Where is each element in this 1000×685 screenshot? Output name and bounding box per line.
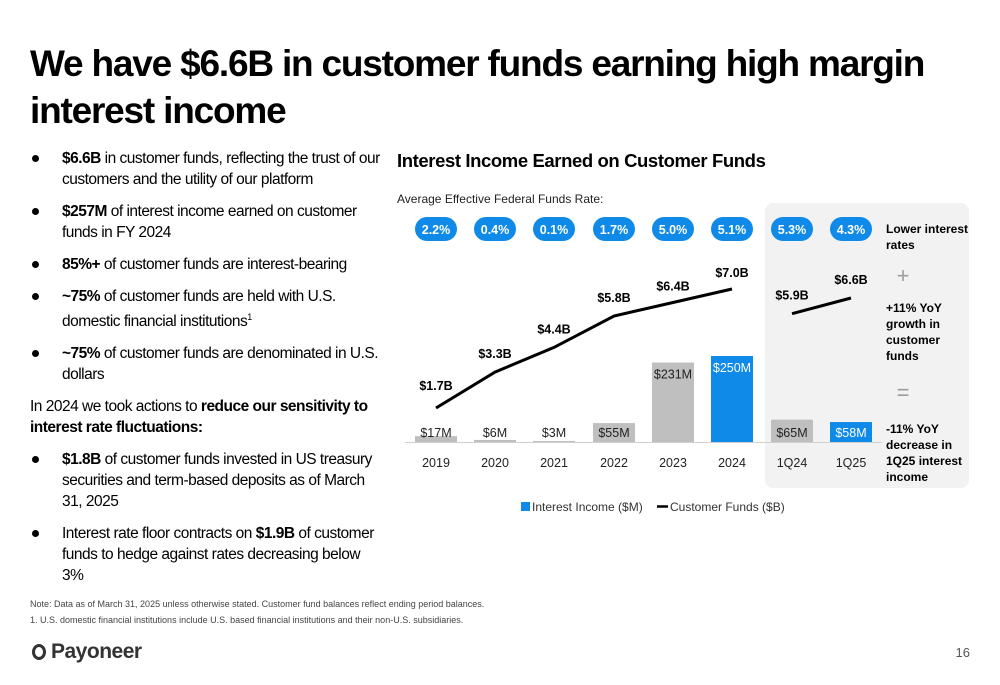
income-bar-label: $6M bbox=[483, 426, 507, 440]
legend-swatch-income bbox=[521, 502, 530, 511]
rate-pill-label: 4.3% bbox=[837, 223, 866, 237]
customer-funds-label: $4.4B bbox=[537, 322, 570, 336]
category-label: 2022 bbox=[600, 456, 628, 470]
rate-pill bbox=[652, 217, 694, 241]
bullet-item: Interest rate floor contracts on $1.9B o… bbox=[30, 523, 380, 586]
income-bar-label: $17M bbox=[420, 426, 451, 440]
chart-title: Interest Income Earned on Customer Funds bbox=[397, 150, 766, 171]
customer-funds-label: $7.0B bbox=[715, 266, 748, 280]
income-bar-label: $250M bbox=[713, 361, 751, 375]
customer-funds-label: $6.4B bbox=[656, 279, 689, 293]
bullet-item: $6.6B in customer funds, reflecting the … bbox=[30, 148, 380, 190]
rate-pill-label: 5.0% bbox=[659, 223, 688, 237]
rate-pill-label: 1.7% bbox=[600, 223, 629, 237]
category-label: 2023 bbox=[659, 456, 687, 470]
rate-pill bbox=[474, 217, 516, 241]
page-title: We have $6.6B in customer funds earning … bbox=[30, 43, 925, 131]
sensitivity-paragraph: In 2024 we took actions to reduce our se… bbox=[30, 398, 368, 437]
growth-note: +11% YoY bbox=[886, 301, 942, 315]
decrease-note: 1Q25 interest bbox=[886, 454, 962, 468]
rate-pill bbox=[593, 217, 635, 241]
customer-funds-label: $1.7B bbox=[419, 379, 452, 393]
category-label: 1Q24 bbox=[777, 456, 808, 470]
equals-sign: = bbox=[897, 380, 910, 405]
page-number: 16 bbox=[955, 645, 970, 660]
income-bar bbox=[533, 440, 575, 442]
income-bar-label: $3M bbox=[542, 426, 566, 440]
income-bar bbox=[415, 436, 457, 442]
income-bar bbox=[830, 422, 872, 442]
category-label: 2020 bbox=[481, 456, 509, 470]
rate-pill bbox=[830, 217, 872, 241]
income-bar bbox=[593, 423, 635, 442]
customer-funds-label: $3.3B bbox=[478, 347, 511, 361]
income-bar-label: $55M bbox=[598, 426, 629, 440]
bullet-item: ~75% of customer funds are denominated i… bbox=[30, 343, 380, 385]
income-bar bbox=[474, 439, 516, 442]
rate-pill-label: 5.3% bbox=[778, 223, 807, 237]
quarter-comparison-panel bbox=[765, 203, 969, 488]
rate-pill-label: 5.1% bbox=[718, 223, 747, 237]
category-label: 2019 bbox=[422, 456, 450, 470]
footnote-note: Note: Data as of March 31, 2025 unless o… bbox=[30, 599, 485, 609]
decrease-note: -11% YoY bbox=[886, 422, 939, 436]
customer-funds-label: $5.8B bbox=[597, 291, 630, 305]
bullet-list: $6.6B in customer funds, reflecting the … bbox=[30, 148, 380, 597]
customer-funds-line-annual bbox=[435, 287, 733, 410]
income-bar-label: $231M bbox=[654, 368, 692, 382]
payoneer-logo: Payoneer bbox=[32, 640, 142, 664]
category-label: 2024 bbox=[718, 456, 746, 470]
decrease-note: income bbox=[886, 470, 928, 484]
income-bar-label: $58M bbox=[835, 426, 866, 440]
income-bar-label: $65M bbox=[776, 426, 807, 440]
income-bar bbox=[771, 419, 813, 442]
growth-note: growth in bbox=[886, 317, 940, 331]
plus-sign: + bbox=[897, 263, 910, 288]
bullet-item: $257M of interest income earned on custo… bbox=[30, 201, 380, 243]
category-label: 1Q25 bbox=[836, 456, 867, 470]
growth-note: funds bbox=[886, 349, 919, 363]
growth-note: customer bbox=[886, 333, 940, 347]
bullet-item: ~75% of customer funds are held with U.S… bbox=[30, 286, 380, 332]
bullet-item: $1.8B of customer funds invested in US t… bbox=[30, 449, 380, 512]
rate-pill bbox=[711, 217, 753, 241]
logo-text: Payoneer bbox=[51, 640, 142, 663]
category-label: 2021 bbox=[540, 456, 568, 470]
footnote-1: 1. U.S. domestic financial institutions … bbox=[30, 615, 464, 625]
bullet-item: 85%+ of customer funds are interest-bear… bbox=[30, 254, 380, 275]
decrease-note: decrease in bbox=[886, 438, 952, 452]
customer-funds-label: $6.6B bbox=[834, 273, 867, 287]
rate-pill-label: 0.4% bbox=[481, 223, 510, 237]
legend-label-income: Interest Income ($M) bbox=[532, 500, 643, 514]
legend-label-funds: Customer Funds ($B) bbox=[670, 500, 785, 514]
fed-rate-label: Average Effective Federal Funds Rate: bbox=[397, 192, 604, 206]
rate-pill bbox=[415, 217, 457, 241]
income-bar bbox=[652, 362, 694, 442]
rate-pill bbox=[771, 217, 813, 241]
lower-rates-note: rates bbox=[886, 238, 915, 252]
customer-funds-line-quarterly bbox=[791, 296, 852, 316]
lower-rates-note: Lower interest bbox=[886, 222, 968, 236]
income-bar bbox=[711, 356, 753, 442]
logo-mark-icon bbox=[32, 644, 46, 660]
footnote-marker: 1 bbox=[247, 312, 252, 322]
customer-funds-label: $5.9B bbox=[775, 289, 808, 303]
rate-pill-label: 2.2% bbox=[422, 223, 451, 237]
rate-pill-label: 0.1% bbox=[540, 223, 569, 237]
rate-pill bbox=[533, 217, 575, 241]
